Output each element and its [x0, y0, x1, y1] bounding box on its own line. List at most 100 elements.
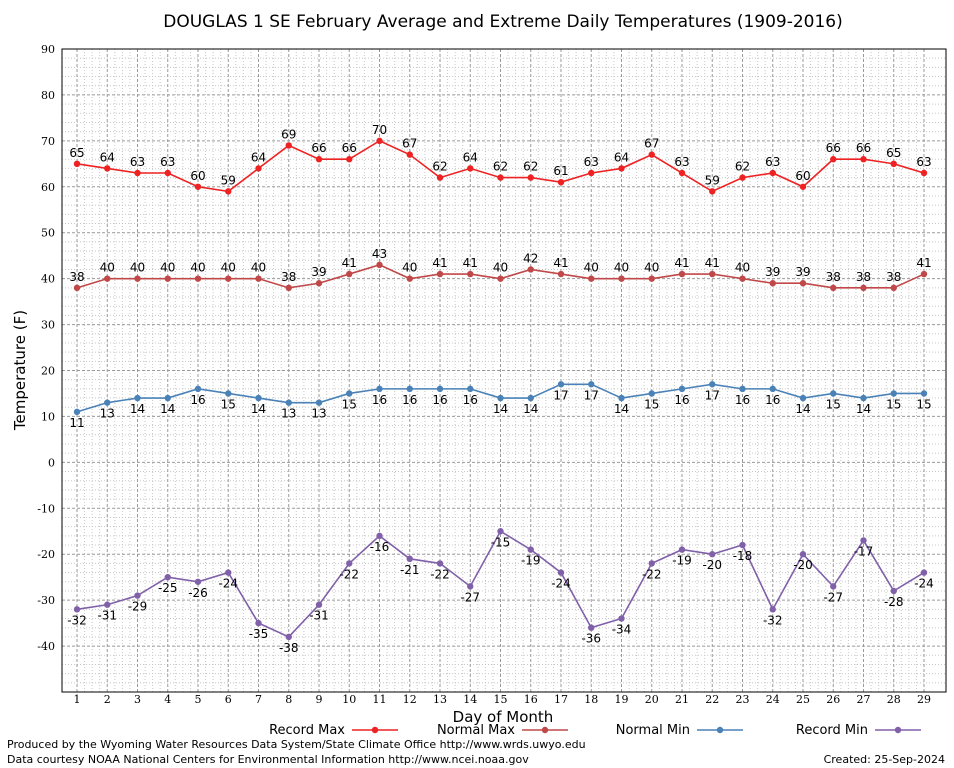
data-point [497, 394, 504, 402]
data-point [346, 270, 353, 278]
data-label: 38 [856, 270, 871, 284]
data-label: 16 [735, 393, 750, 407]
data-point [346, 560, 353, 567]
data-label: -32 [67, 613, 87, 627]
data-label: 40 [493, 261, 508, 275]
data-label: 41 [916, 256, 931, 270]
data-point [920, 270, 928, 278]
data-point [648, 560, 655, 567]
data-point [588, 275, 595, 282]
data-point [920, 569, 928, 576]
data-label: -27 [460, 590, 480, 604]
data-label: 11 [69, 416, 84, 430]
data-label: 13 [281, 407, 296, 421]
data-label: 16 [190, 393, 205, 407]
data-label: -22 [339, 567, 359, 581]
data-point [497, 174, 504, 181]
data-point [709, 270, 716, 278]
data-label: -24 [218, 577, 238, 591]
y-tick-label: -40 [37, 640, 55, 653]
data-label: 62 [432, 160, 447, 174]
x-tick-label: 8 [285, 693, 292, 706]
data-label: 17 [553, 388, 568, 402]
data-point [527, 266, 534, 273]
x-tick-label: 5 [195, 693, 202, 706]
data-label: 38 [69, 270, 84, 284]
data-label: 14 [160, 402, 175, 416]
x-tick-label: 3 [134, 693, 141, 706]
x-tick-label: 25 [796, 693, 810, 706]
data-label: 16 [402, 393, 417, 407]
data-point [104, 275, 111, 282]
data-label: 40 [251, 261, 266, 275]
data-label: 15 [644, 397, 659, 411]
y-tick-label: 80 [41, 89, 55, 102]
data-point [527, 546, 534, 553]
data-label: 40 [735, 261, 750, 275]
data-point [194, 578, 202, 585]
data-label: 64 [251, 150, 266, 164]
data-point [164, 394, 171, 402]
y-tick-label: 50 [41, 227, 55, 240]
data-point [739, 385, 746, 393]
data-label: 16 [463, 393, 478, 407]
data-point [406, 385, 413, 393]
data-point [346, 156, 353, 163]
data-point [557, 569, 565, 576]
data-label: 41 [674, 256, 689, 270]
data-point [104, 165, 111, 172]
data-label: 13 [311, 407, 326, 421]
data-point [376, 532, 383, 540]
data-label: 15 [221, 397, 236, 411]
data-point [618, 165, 625, 172]
plot-frame [61, 48, 947, 693]
data-label: 16 [372, 393, 387, 407]
data-point [346, 390, 353, 397]
data-label: 15 [886, 397, 901, 411]
data-point [618, 394, 625, 402]
data-label: 60 [190, 169, 205, 183]
data-point [739, 275, 746, 282]
data-label: 59 [705, 173, 720, 187]
data-point [618, 275, 625, 282]
data-point [860, 284, 867, 292]
data-label: 15 [826, 397, 841, 411]
data-point [648, 151, 655, 158]
x-tick-label: 12 [403, 693, 417, 706]
data-point [497, 275, 504, 282]
data-point [678, 270, 686, 278]
data-label: -24 [551, 577, 571, 591]
data-label: -36 [581, 632, 601, 646]
data-point [830, 156, 837, 163]
data-label: 63 [765, 155, 780, 169]
data-point [769, 280, 776, 287]
data-label: 17 [584, 388, 599, 402]
data-point [73, 606, 81, 613]
x-tick-label: 22 [705, 693, 719, 706]
data-label: 40 [100, 261, 115, 275]
data-point [648, 275, 655, 282]
data-point [194, 385, 202, 393]
y-tick-label: 90 [41, 43, 55, 56]
data-label: 40 [644, 261, 659, 275]
data-label: -35 [249, 627, 269, 641]
data-label: 40 [190, 261, 205, 275]
data-point [73, 284, 81, 292]
data-label: 39 [311, 265, 326, 279]
data-label: 14 [856, 402, 871, 416]
x-tick-label: 21 [675, 693, 689, 706]
data-point [467, 385, 474, 393]
data-label: 65 [886, 146, 901, 160]
data-point [799, 394, 807, 402]
data-point [799, 551, 807, 558]
data-point [285, 399, 292, 406]
data-point [255, 619, 262, 627]
data-label: 15 [916, 397, 931, 411]
data-point [315, 280, 323, 287]
data-point [406, 275, 413, 282]
data-point [467, 165, 474, 172]
data-point [376, 261, 383, 269]
data-label: 14 [130, 402, 145, 416]
legend-label: Normal Max [437, 723, 515, 738]
data-point [406, 151, 413, 158]
